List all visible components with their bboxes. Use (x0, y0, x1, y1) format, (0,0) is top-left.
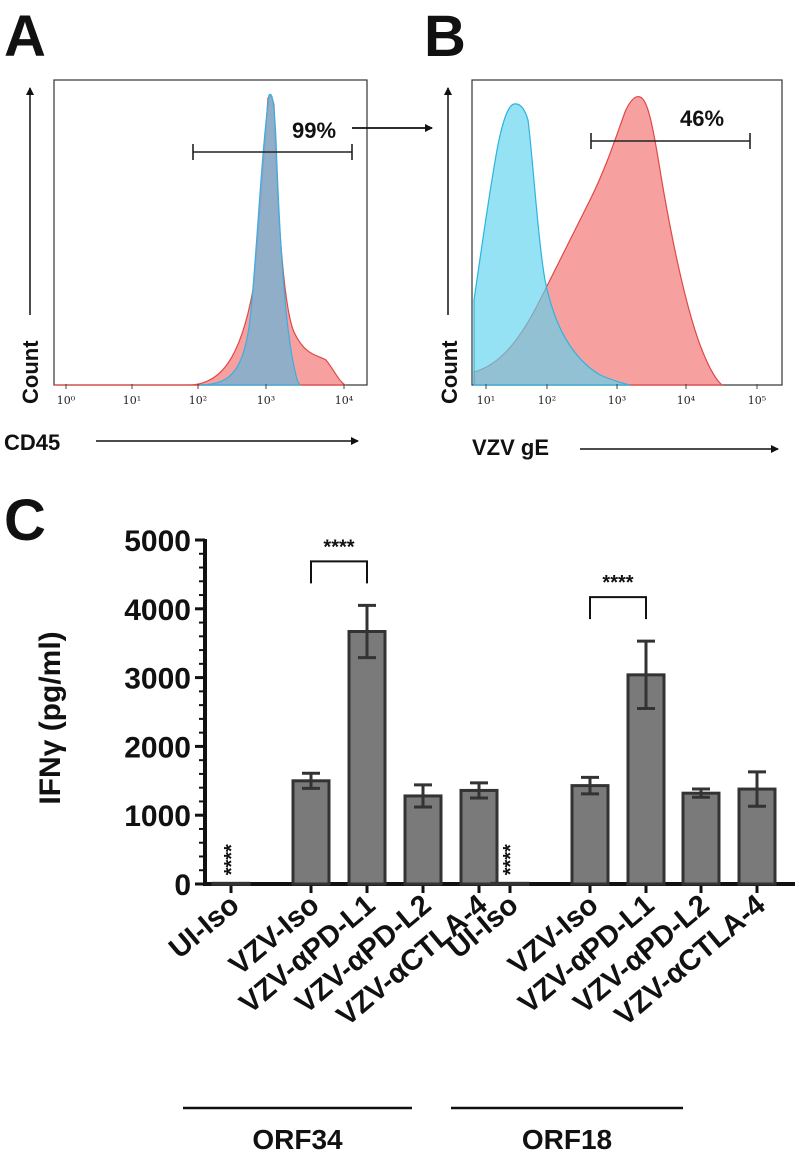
panel-a-x-axis-label: CD45 (4, 430, 60, 455)
chart-significance-star: **** (500, 844, 522, 875)
panel-a-x-tick-label: 10² (189, 394, 207, 407)
chart-bar (570, 784, 610, 886)
panel-a-letter: A (4, 4, 46, 69)
panel-b-x-tick-label: 10³ (608, 394, 626, 407)
chart-group-labels: ORF34 ORF18 (183, 1106, 683, 1155)
chart-y-tick-label: 2000 (124, 731, 191, 764)
chart-error-bar (470, 781, 488, 800)
chart-bar (403, 794, 443, 886)
panel-b-histogram-control (473, 103, 631, 386)
chart-bar (490, 881, 530, 886)
chart-y-axis-label: IFNγ (pg/ml) (34, 631, 67, 804)
panel-c-letter: C (4, 488, 46, 553)
chart-error-bar (637, 639, 655, 711)
panel-b-gate-label: 46% (680, 106, 724, 131)
chart-error-bar (748, 770, 766, 808)
panel-b-x-axis-label: VZV gE (472, 435, 549, 460)
chart-bar (347, 630, 387, 886)
panel-b-x-ticks: 10¹ 10² 10³ 10⁴ 10⁵ (477, 384, 766, 407)
chart-x-tick-labels: UI-IsoVZV-IsoVZV-αPD-L1VZV-αPD-L2VZV-αCT… (163, 889, 771, 1033)
chart-error-bar (358, 603, 376, 660)
chart-bar (681, 791, 721, 886)
chart-bar (291, 779, 331, 886)
chart-bar (626, 673, 666, 886)
chart-bracket-label: **** (602, 572, 633, 594)
panel-a-histogram-control (199, 93, 302, 386)
chart-bar (459, 788, 499, 886)
chart-error-bar (692, 787, 710, 799)
panel-c: C IFNγ (pg/ml) 0 1000 2000 3000 4000 5000 ***… (4, 488, 795, 1155)
panel-a-x-tick-label: 10⁴ (335, 394, 354, 407)
chart-annotations: **** **** **** **** (221, 536, 647, 875)
panel-a: A 99% 10⁰ 10¹ 10² 10³ 10⁴ CD45 Count (4, 4, 433, 455)
chart-error-bar (302, 771, 320, 790)
panel-a-x-tick-label: 10⁰ (57, 394, 76, 407)
chart-y-tick-label: 4000 (124, 594, 191, 627)
panel-b-y-axis-label: Count (437, 340, 462, 404)
chart-significance-star: **** (221, 844, 243, 875)
chart-y-tick-label: 3000 (124, 663, 191, 696)
chart-bars (211, 603, 777, 886)
panel-a-y-axis-label: Count (18, 340, 43, 404)
chart-significance-bracket (589, 596, 647, 620)
chart-group-label: ORF18 (522, 1124, 612, 1155)
chart-y-tick-label: 5000 (124, 525, 191, 558)
panel-b: B 46% 10¹ 10² 10³ 10⁴ 10⁵ VZV gE Count (424, 4, 783, 460)
chart-bar (211, 881, 251, 886)
panel-a-x-ticks: 10⁰ 10¹ 10² 10³ 10⁴ (57, 384, 354, 407)
panel-b-x-tick-label: 10² (538, 394, 556, 407)
chart-y-tick-label: 0 (174, 869, 191, 902)
chart-error-bar (414, 783, 432, 809)
panel-b-x-tick-label: 10¹ (477, 394, 495, 407)
chart-y-tick-label: 1000 (124, 800, 191, 833)
panel-a-x-tick-label: 10³ (257, 394, 275, 407)
panel-a-x-tick-label: 10¹ (123, 394, 141, 407)
chart-error-bar (581, 775, 599, 796)
panel-b-x-tick-label: 10⁴ (677, 394, 696, 407)
chart-significance-bracket (310, 560, 368, 584)
panel-a-gate-label: 99% (292, 118, 336, 143)
panel-b-letter: B (424, 4, 466, 69)
chart-bracket-label: **** (323, 536, 354, 558)
panel-b-x-tick-label: 10⁵ (748, 394, 766, 407)
chart-group-label: ORF34 (252, 1124, 343, 1155)
